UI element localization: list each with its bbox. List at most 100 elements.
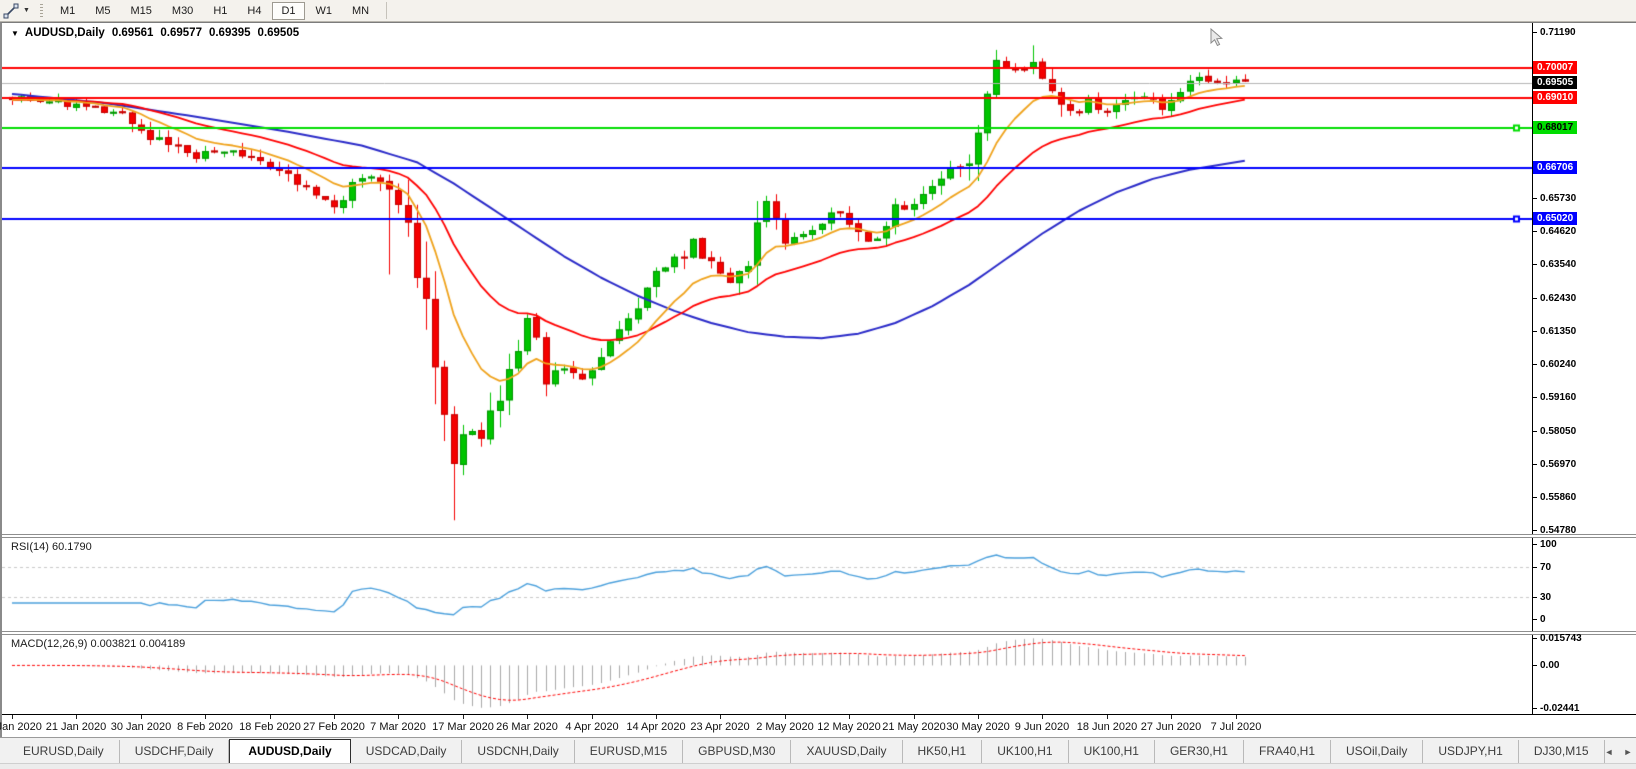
chart-tab-usoil-daily[interactable]: USOil,Daily: [1331, 740, 1424, 763]
chart-tab-usdjpy-h1[interactable]: USDJPY,H1: [1423, 740, 1519, 763]
chart-tab-usdcnh-daily[interactable]: USDCNH,Daily: [462, 740, 575, 763]
tf-button-D1[interactable]: D1: [272, 1, 305, 20]
date-tick-mark: [527, 715, 528, 719]
axis-tick-mark: [1533, 397, 1537, 398]
candlestick-canvas[interactable]: [2, 23, 1532, 534]
chart-tab-uk100-h1[interactable]: UK100,H1: [1069, 740, 1155, 763]
panel-divider[interactable]: [2, 534, 1636, 538]
axis-tick-mark: [1533, 665, 1537, 666]
date-tick-label: 4 Apr 2020: [565, 721, 619, 733]
chart-tab-xauusd-daily[interactable]: XAUUSD,Daily: [791, 740, 903, 763]
date-tick-mark: [141, 715, 142, 719]
axis-tick-mark: [1533, 544, 1537, 545]
date-tick-label: 17 Mar 2020: [432, 721, 494, 733]
date-tick-label: 23 Apr 2020: [690, 721, 750, 733]
toolbar-separator: [386, 2, 388, 19]
date-tick-mark: [463, 715, 464, 719]
rsi-plot[interactable]: RSI(14) 60.1790: [2, 538, 1532, 631]
axis-tick-label: 70: [1540, 562, 1552, 573]
current-price-badge[interactable]: 0.69505: [1533, 76, 1578, 89]
axis-tick-mark: [1533, 708, 1537, 709]
rsi-panel: RSI(14) 60.1790 100 70 30 0: [2, 538, 1636, 631]
chart-tab-dj30-m15[interactable]: DJ30,M15: [1519, 740, 1605, 763]
macd-canvas[interactable]: [2, 635, 1532, 714]
triangle-down-icon[interactable]: ▼: [11, 28, 19, 38]
tabs-scroll-right-icon[interactable]: ►: [1623, 747, 1633, 757]
chart-tab-fra40-h1[interactable]: FRA40,H1: [1244, 740, 1332, 763]
chart-tab-gbpusd-m30[interactable]: GBPUSD,M30: [683, 740, 792, 763]
tabs-scroll-left-icon[interactable]: ◄: [1604, 747, 1614, 757]
tf-button-M1[interactable]: M1: [59, 4, 76, 17]
axis-tick-mark: [1533, 464, 1537, 465]
rsi-canvas[interactable]: [2, 538, 1532, 631]
tf-button-W1[interactable]: W1: [315, 4, 333, 17]
axis-tick-mark: [1533, 530, 1537, 531]
macd-plot[interactable]: MACD(12,26,9) 0.003821 0.004189: [2, 635, 1532, 714]
axis-tick-mark: [1533, 32, 1537, 33]
axis-tick-mark: [1533, 431, 1537, 432]
line-tools-group: ▼: [0, 0, 34, 21]
chart-tab-usdcad-daily[interactable]: USDCAD,Daily: [351, 740, 463, 763]
date-tick-label: 8 Feb 2020: [177, 721, 233, 733]
hline-price-badge[interactable]: 0.69010: [1533, 91, 1578, 104]
axis-tick-label: 0.58050: [1540, 426, 1577, 437]
status-strip: [0, 763, 1636, 769]
close-value: 0.69505: [257, 27, 300, 39]
tf-button-H1[interactable]: H1: [213, 4, 228, 17]
axis-tick-label: 0.62430: [1540, 293, 1577, 304]
axis-tick-mark: [1533, 198, 1537, 199]
chart-tab-uk100-h1[interactable]: UK100,H1: [982, 740, 1069, 763]
axis-tick-label: 0.54780: [1540, 525, 1577, 536]
chart-tab-eurusd-daily[interactable]: EURUSD,Daily: [8, 740, 120, 763]
axis-tick-mark: [1533, 567, 1537, 568]
hline-price-badge[interactable]: 0.65020: [1533, 212, 1578, 225]
high-value: 0.69577: [160, 27, 202, 39]
toolbar: ▼ M1 M5 M15 M30 H1 H4 D1 W1 MN: [0, 0, 1636, 22]
date-tick-label: 12 May 2020: [817, 721, 881, 733]
axis-tick-mark: [1533, 331, 1537, 332]
date-tick-label: 26 Mar 2020: [496, 721, 558, 733]
tf-button-M30[interactable]: M30: [171, 4, 194, 17]
tf-button-M5[interactable]: M5: [95, 4, 111, 17]
hline-price-badge[interactable]: 0.66706: [1533, 161, 1578, 174]
timeframe-toolbar: M1 M5 M15 M30 H1 H4 D1 W1 MN: [50, 0, 379, 21]
symbol-label: AUDUSD,Daily: [24, 27, 105, 39]
date-tick-mark: [1042, 715, 1043, 719]
date-tick-mark: [849, 715, 850, 719]
hline-price-badge[interactable]: 0.70007: [1533, 61, 1578, 74]
chart-tab-ger30-h1[interactable]: GER30,H1: [1155, 740, 1244, 763]
toolbar-grip[interactable]: [39, 3, 43, 18]
chevron-down-icon[interactable]: ▼: [23, 7, 30, 14]
date-tick-mark: [785, 715, 786, 719]
hline-price-badge[interactable]: 0.68017: [1533, 121, 1578, 134]
date-tick-label: 27 Feb 2020: [303, 721, 365, 733]
axis-tick-label: 0.015743: [1540, 633, 1582, 644]
date-tick-label: 2 May 2020: [756, 721, 814, 733]
tf-button-M15[interactable]: M15: [130, 4, 152, 17]
date-tick-label: 7 Jul 2020: [1210, 721, 1262, 733]
date-tick-label: 18 Jun 2020: [1076, 721, 1138, 733]
axis-tick-mark: [1533, 364, 1537, 365]
tf-button-MN[interactable]: MN: [352, 4, 370, 17]
tf-button-H4[interactable]: H4: [247, 4, 262, 17]
chart-tabs: EURUSD,Daily USDCHF,Daily AUDUSD,Daily USDC…: [0, 738, 1605, 764]
date-tick-label: 27 Jun 2020: [1140, 721, 1202, 733]
rsi-axis: 100 70 30 0: [1532, 538, 1636, 631]
chart-tab-usdchf-daily[interactable]: USDCHF,Daily: [120, 740, 230, 763]
date-tick-label: 30 May 2020: [946, 721, 1010, 733]
chart-window: ▼ AUDUSD,Daily 0.69561 0.69577 0.69395 0…: [0, 22, 1636, 738]
panel-divider[interactable]: [2, 631, 1636, 635]
chart-tab-audusd-daily[interactable]: AUDUSD,Daily: [229, 739, 351, 764]
main-plot[interactable]: ▼ AUDUSD,Daily 0.69561 0.69577 0.69395 0…: [2, 23, 1532, 534]
macd-label: MACD(12,26,9) 0.003821 0.004189: [11, 638, 186, 650]
date-tick-mark: [12, 715, 13, 719]
trendline-tool-icon[interactable]: [3, 3, 20, 19]
axis-tick-label: 0.59160: [1540, 392, 1577, 403]
rsi-label: RSI(14) 60.1790: [11, 541, 92, 553]
chart-tab-eurusd-m15[interactable]: EURUSD,M15: [575, 740, 684, 763]
axis-tick-label: 0.64620: [1540, 226, 1577, 237]
chart-tab-hk50-h1[interactable]: HK50,H1: [903, 740, 983, 763]
date-tick-mark: [656, 715, 657, 719]
axis-tick-label: 0.55860: [1540, 492, 1577, 503]
axis-tick-label: -0.02441: [1540, 703, 1580, 714]
